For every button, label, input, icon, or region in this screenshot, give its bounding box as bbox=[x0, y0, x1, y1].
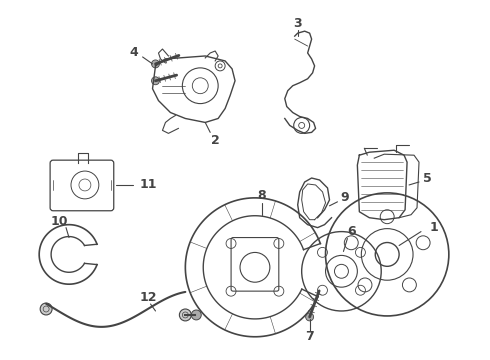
Circle shape bbox=[151, 77, 159, 85]
Text: 8: 8 bbox=[258, 189, 266, 202]
Circle shape bbox=[151, 60, 159, 68]
Text: 9: 9 bbox=[340, 192, 349, 204]
Circle shape bbox=[306, 313, 314, 321]
Circle shape bbox=[179, 309, 191, 321]
Text: 1: 1 bbox=[430, 221, 438, 234]
Text: 5: 5 bbox=[422, 171, 431, 185]
Circle shape bbox=[191, 310, 201, 320]
Text: 10: 10 bbox=[50, 215, 68, 228]
Text: 12: 12 bbox=[140, 291, 157, 303]
Text: 7: 7 bbox=[305, 330, 314, 343]
Text: 4: 4 bbox=[129, 46, 138, 59]
Text: 3: 3 bbox=[294, 17, 302, 30]
Circle shape bbox=[40, 303, 52, 315]
Text: 2: 2 bbox=[211, 134, 220, 147]
Text: 11: 11 bbox=[140, 179, 157, 192]
Text: 6: 6 bbox=[347, 225, 356, 238]
